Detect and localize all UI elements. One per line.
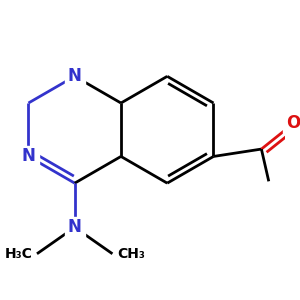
Bar [64,66,85,86]
Bar [18,146,39,167]
Text: N: N [68,67,82,85]
Text: H₃C: H₃C [4,247,32,261]
Text: N: N [68,218,82,236]
Text: CH₃: CH₃ [117,247,145,261]
Bar [284,113,300,134]
Text: O: O [286,114,300,132]
Text: N: N [22,147,35,165]
Bar [64,217,85,238]
